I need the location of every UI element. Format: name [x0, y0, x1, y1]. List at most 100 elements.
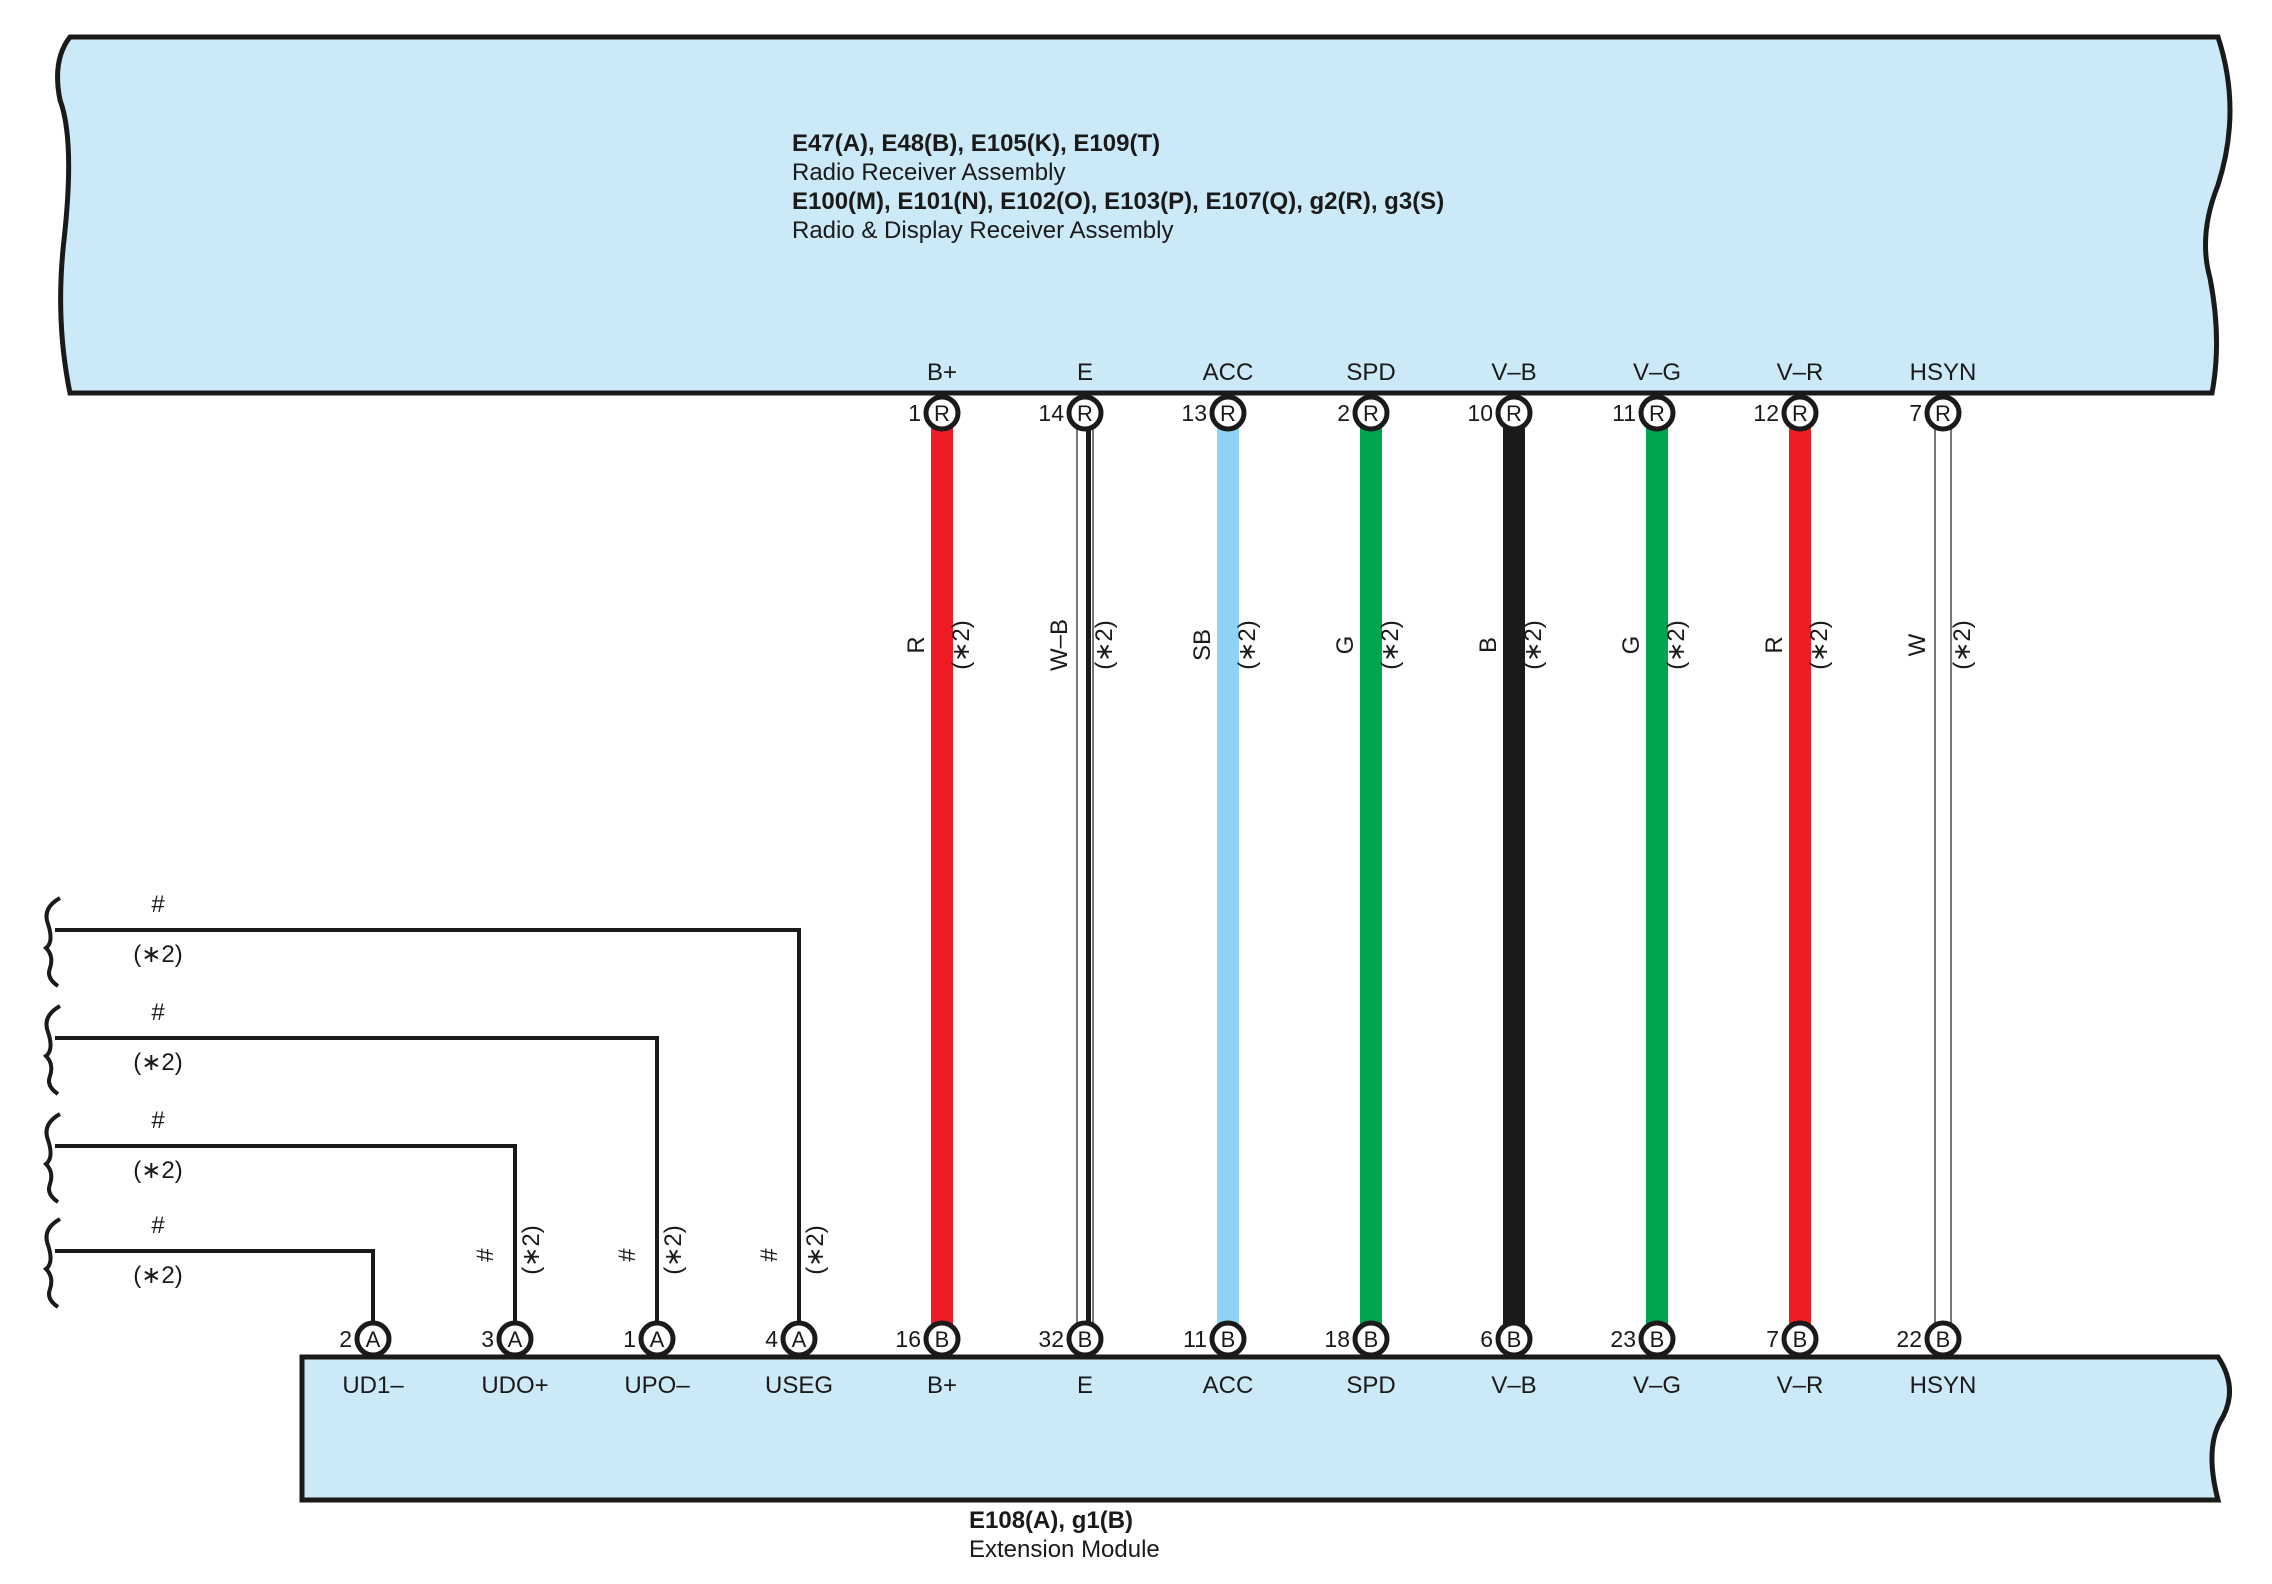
wire-note: (∗2) [1806, 620, 1833, 669]
side-signal-label: UPO– [624, 1372, 690, 1399]
left-color-code: # [151, 999, 165, 1026]
top-connector-pin [1352, 394, 1390, 432]
top-connector-pin-number: 7 [1909, 400, 1922, 426]
bottom-connector-pin-letter: B [935, 1327, 950, 1352]
bottom-connector-pin-number: 23 [1610, 1326, 1636, 1352]
extension-name: Extension Module [969, 1536, 1160, 1563]
side-wire-1: UDO+# (∗2)A3 [55, 1144, 549, 1399]
bottom-signal-label: V–B [1491, 1372, 1536, 1399]
top-connector-pin-letter: R [1792, 401, 1808, 426]
top-connector-pin-number: 11 [1612, 400, 1636, 426]
bottom-connector-pin-number: 18 [1324, 1326, 1350, 1352]
top-connector-pin-letter: R [1506, 401, 1522, 426]
wire-body [1789, 413, 1811, 1339]
wire-5: V–G V–G G (∗2) R 11 B 23 [1610, 359, 1690, 1399]
side-connector-pin-number: 2 [339, 1326, 352, 1352]
wire-note: (∗2) [1949, 620, 1976, 669]
side-wire-2: UPO– # (∗2) A 1 [55, 1036, 690, 1399]
bottom-connector-pin-number: 32 [1038, 1326, 1064, 1352]
bottom-signal-label: HSYN [1910, 1372, 1977, 1399]
wire-color-code: SB [1189, 629, 1216, 661]
wire-note: (∗2) [1520, 620, 1547, 669]
bottom-connector-pin-letter: B [1793, 1327, 1808, 1352]
top-connector-pin [1066, 394, 1104, 432]
left-note: (∗2) [133, 1049, 182, 1076]
bottom-connector-pin-letter: B [1221, 1327, 1236, 1352]
receiver-title: E47(A), E48(B), E105(K), E109(T) Radio R… [792, 129, 1444, 245]
side-connector-pin-letter: A [508, 1327, 523, 1352]
receiver-name-2: Radio & Display Receiver Assembly [792, 217, 1174, 244]
bottom-signal-label: B+ [927, 1372, 957, 1399]
left-wire-end-0: # (∗2) [42, 891, 183, 988]
side-connector-pin-letter: A [366, 1327, 381, 1352]
left-note: (∗2) [133, 1262, 182, 1289]
wire-body [931, 413, 953, 1339]
bottom-connector-pin-letter: B [1364, 1327, 1379, 1352]
bottom-connector-pin-letter: B [1650, 1327, 1665, 1352]
top-signal-label: V–G [1633, 359, 1681, 386]
bottom-connector-pin [1066, 1320, 1104, 1358]
side-wire-path [55, 928, 801, 1323]
top-connector-pin [1781, 394, 1819, 432]
wire-body [1360, 413, 1382, 1339]
bottom-connector-pin-number: 7 [1766, 1326, 1779, 1352]
side-connector-pin-number: 1 [623, 1326, 636, 1352]
bottom-connector-pin-letter: B [1507, 1327, 1522, 1352]
bottom-connector-pin [1495, 1320, 1533, 1358]
bottom-signal-label: V–G [1633, 1372, 1681, 1399]
extension-module-box [299, 1354, 2232, 1503]
wire-color-code: W–B [1046, 619, 1073, 671]
side-connector-pin [354, 1320, 392, 1358]
side-signal-label: UDO+ [481, 1372, 548, 1399]
left-color-code: # [151, 1212, 165, 1239]
wire-2: ACC ACC SB (∗2) R 13 B 11 [1181, 359, 1261, 1399]
side-connector-pin [496, 1320, 534, 1358]
top-connector-pin-number: 14 [1038, 400, 1064, 426]
wire-body [1503, 413, 1525, 1339]
top-connector-pin-letter: R [1935, 401, 1951, 426]
left-wire-end-1: # (∗2) [42, 999, 183, 1096]
wire-break-mark [42, 896, 62, 988]
wire-color-code: W [1904, 633, 1931, 656]
wire-color-code: R [1761, 636, 1788, 653]
extension-title: E108(A), g1(B) Extension Module [969, 1506, 1160, 1564]
side-note: (∗2) [660, 1225, 687, 1274]
bottom-connector-pin-number: 6 [1480, 1326, 1493, 1352]
side-color-code: # [472, 1248, 499, 1262]
top-connector-pin-letter: R [1077, 401, 1093, 426]
bottom-connector-pin-number: 16 [895, 1326, 921, 1352]
receiver-assembly-box [55, 34, 2233, 396]
left-color-code: # [151, 1107, 165, 1134]
top-signal-label: ACC [1203, 359, 1254, 386]
wire-3: SPD SPD G (∗2) R2 B 18 [1324, 359, 1404, 1399]
top-connector-pin-letter: R [934, 401, 950, 426]
top-connector-pin [1495, 394, 1533, 432]
top-connector-pin-number: 1 [908, 400, 921, 426]
top-connector-pin [1209, 394, 1247, 432]
wire-body [1934, 412, 1952, 1340]
bottom-connector-pin-letter: B [1936, 1327, 1951, 1352]
side-connector-pin-number: 3 [481, 1326, 494, 1352]
side-connector-pin [638, 1320, 676, 1358]
side-connector-pin-number: 4 [765, 1326, 778, 1352]
top-signal-label: V–R [1777, 359, 1824, 386]
wire-stripe [1086, 413, 1091, 1339]
top-connector-pin-letter: R [1649, 401, 1665, 426]
bottom-connector-pin [1352, 1320, 1390, 1358]
wire-body [1646, 413, 1668, 1339]
bottom-connector-pin-letter: B [1078, 1327, 1093, 1352]
wire-note: (∗2) [1091, 620, 1118, 669]
bottom-signal-label: V–R [1777, 1372, 1824, 1399]
wire-color-code: B [1475, 637, 1502, 653]
top-connector-pin [1924, 394, 1962, 432]
bottom-connector-pin [1924, 1320, 1962, 1358]
bottom-connector-pin-number: 11 [1183, 1326, 1207, 1352]
top-connector-pin-number: 13 [1181, 400, 1207, 426]
wire-body [1217, 413, 1239, 1339]
left-note: (∗2) [133, 941, 182, 968]
top-connector-pin-number: 2 [1337, 400, 1350, 426]
wire-break-mark [42, 1112, 62, 1204]
bottom-signal-label: SPD [1346, 1372, 1395, 1399]
